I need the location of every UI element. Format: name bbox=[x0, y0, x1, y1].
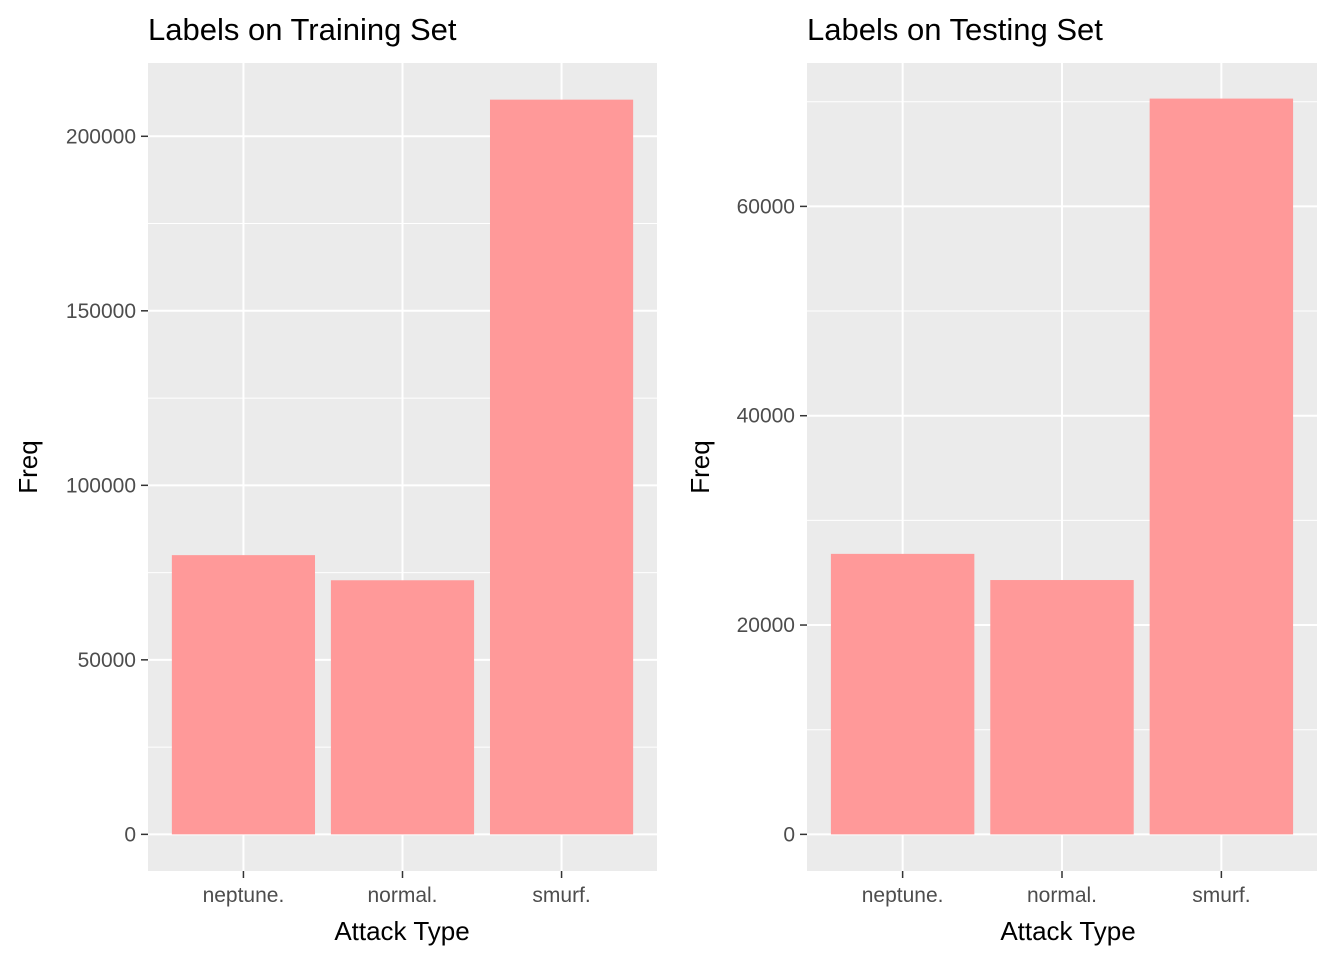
x-tick-label: neptune. bbox=[862, 884, 944, 907]
y-tick-label: 200000 bbox=[66, 125, 136, 148]
bar bbox=[990, 580, 1134, 835]
y-axis-ticks: 0 20000 40000 60000 bbox=[737, 195, 807, 846]
training-set-chart: Labels on Training Set 0 50000 100000 15000… bbox=[13, 12, 657, 946]
chart-title: Labels on Training Set bbox=[148, 12, 457, 47]
bars bbox=[171, 99, 634, 835]
y-axis-ticks: 0 50000 100000 150000 200000 bbox=[66, 125, 148, 846]
bar bbox=[489, 99, 634, 835]
y-tick-label: 50000 bbox=[78, 649, 136, 672]
x-axis-title: Attack Type bbox=[334, 916, 469, 946]
y-tick-label: 0 bbox=[124, 823, 136, 846]
x-axis-ticks: neptune. normal. smurf. bbox=[862, 871, 1251, 907]
y-tick-label: 150000 bbox=[66, 300, 136, 323]
chart-title: Labels on Testing Set bbox=[807, 12, 1103, 47]
testing-set-chart: Labels on Testing Set 0 20000 40000 60000 n… bbox=[685, 12, 1317, 946]
y-tick-label: 60000 bbox=[737, 195, 795, 218]
y-tick-label: 0 bbox=[783, 823, 795, 846]
y-axis-title: Freq bbox=[13, 440, 43, 493]
x-axis-ticks: neptune. normal. smurf. bbox=[203, 871, 591, 907]
bars bbox=[830, 98, 1294, 835]
bar bbox=[171, 555, 316, 835]
x-tick-label: smurf. bbox=[1192, 884, 1250, 907]
x-tick-label: smurf. bbox=[532, 884, 590, 907]
y-tick-label: 100000 bbox=[66, 474, 136, 497]
bar bbox=[830, 553, 975, 835]
y-tick-label: 40000 bbox=[737, 405, 795, 428]
y-axis-title: Freq bbox=[685, 440, 715, 493]
bar bbox=[1149, 98, 1294, 835]
x-axis-title: Attack Type bbox=[1000, 916, 1135, 946]
bar bbox=[330, 580, 475, 835]
x-tick-label: normal. bbox=[1027, 884, 1097, 907]
y-tick-label: 20000 bbox=[737, 614, 795, 637]
x-tick-label: neptune. bbox=[203, 884, 285, 907]
x-tick-label: normal. bbox=[367, 884, 437, 907]
